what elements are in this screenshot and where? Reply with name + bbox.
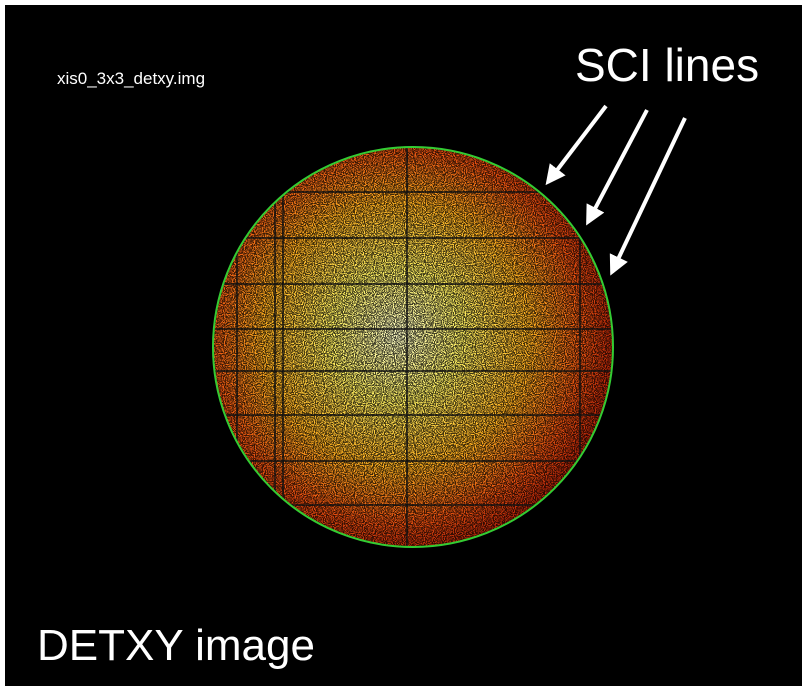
arrows <box>545 104 687 276</box>
region-outline <box>212 146 614 548</box>
image-title: xis0_3x3_detxy.img <box>57 69 205 88</box>
detector-image <box>213 147 613 547</box>
noise <box>213 147 613 547</box>
caption: DETXY image <box>37 621 315 670</box>
annotation: SCI lines <box>575 39 759 91</box>
